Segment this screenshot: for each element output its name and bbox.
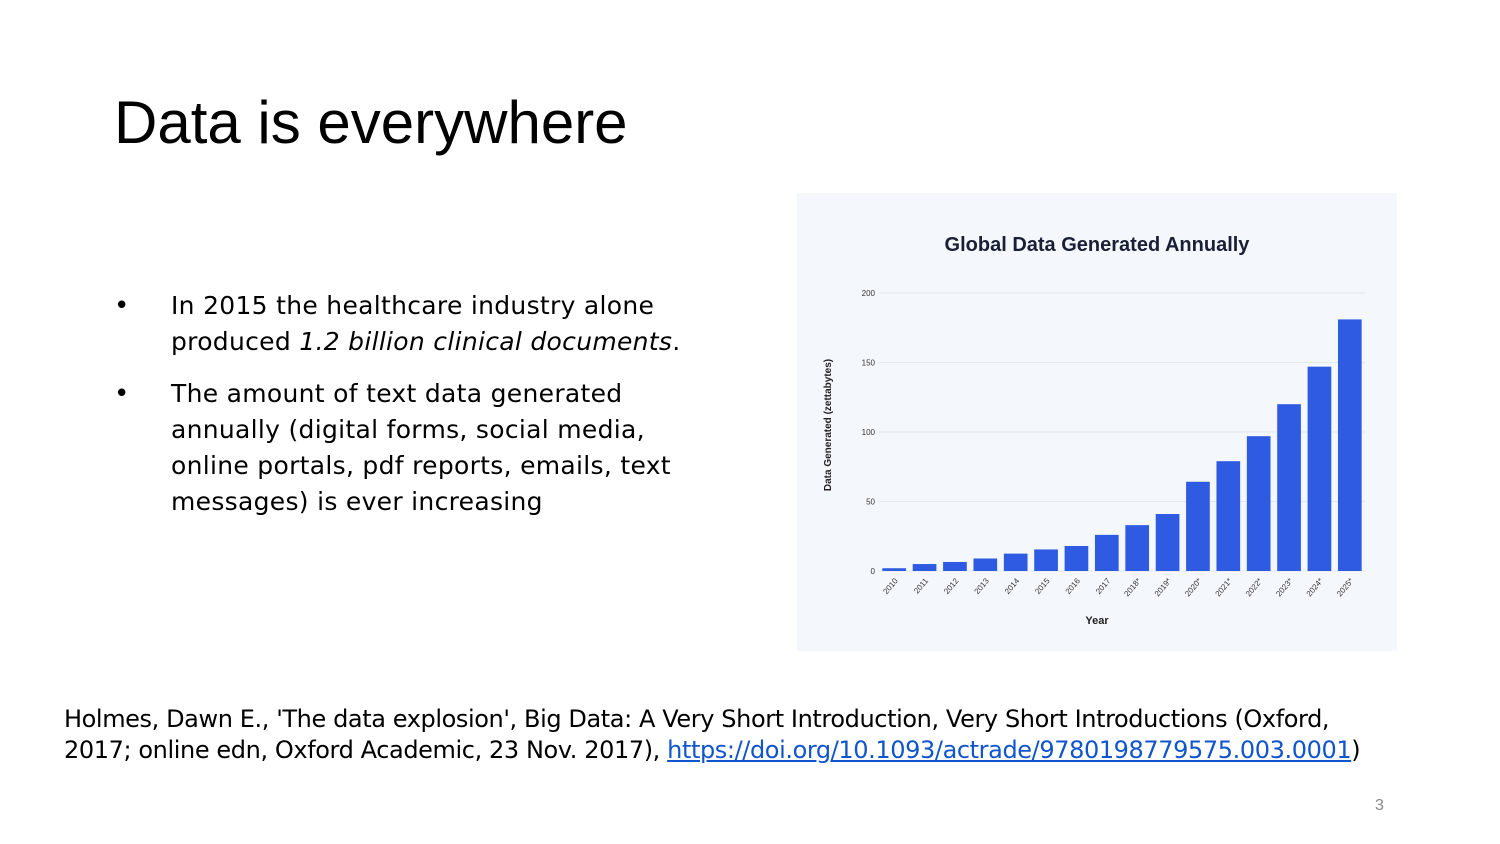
bullet-list: • In 2015 the healthcare industry alone … bbox=[114, 288, 714, 536]
x-tick-label: 2011 bbox=[912, 576, 930, 595]
citation-text: Holmes, Dawn E., 'The data explosion', B… bbox=[64, 705, 1330, 764]
bar-2018 bbox=[1125, 525, 1150, 571]
bar-2021 bbox=[1216, 461, 1241, 571]
citation-closing: ) bbox=[1351, 736, 1361, 764]
bar-2010 bbox=[882, 568, 907, 571]
slide-title: Data is everywhere bbox=[114, 89, 628, 156]
y-tick-label: 0 bbox=[871, 567, 876, 576]
x-tick-label: 2010 bbox=[881, 576, 900, 596]
x-axis-label: Year bbox=[1085, 615, 1109, 627]
y-tick-label: 100 bbox=[862, 428, 876, 437]
bar-2012 bbox=[943, 561, 967, 571]
chart-bars bbox=[882, 319, 1362, 571]
bar-2011 bbox=[912, 564, 937, 571]
x-tick-label: 2019* bbox=[1153, 577, 1173, 599]
bar-2014 bbox=[1003, 553, 1028, 571]
bar-2023 bbox=[1277, 404, 1301, 571]
chart-image: Global Data Generated Annually Data Gene… bbox=[797, 193, 1397, 651]
x-tick-label: 2021* bbox=[1214, 577, 1234, 599]
bullet-dot-icon: • bbox=[114, 379, 130, 409]
bullet-text-end: . bbox=[672, 327, 681, 356]
x-tick-label: 2012 bbox=[942, 576, 961, 596]
x-tick-label: 2020* bbox=[1183, 577, 1203, 599]
y-axis-label: Data Generated (zettabytes) bbox=[823, 359, 834, 491]
x-tick-label: 2024* bbox=[1305, 577, 1325, 599]
y-tick-label: 50 bbox=[866, 498, 875, 507]
x-tick-label: 2025* bbox=[1335, 577, 1355, 599]
bullet-text: In 2015 the healthcare industry alone pr… bbox=[171, 291, 655, 356]
y-tick-label: 150 bbox=[862, 359, 876, 368]
bar-2017 bbox=[1094, 534, 1119, 571]
bullet-item: • In 2015 the healthcare industry alone … bbox=[114, 288, 714, 360]
page-number: 3 bbox=[1375, 797, 1384, 814]
chart-title: Global Data Generated Annually bbox=[945, 234, 1251, 256]
bullet-dot-icon: • bbox=[114, 291, 130, 321]
bar-2013 bbox=[973, 558, 998, 571]
x-tick-label: 2023* bbox=[1274, 577, 1294, 599]
y-tick-labels: 0 50 100 150 200 bbox=[862, 289, 876, 576]
x-tick-label: 2015 bbox=[1033, 576, 1052, 596]
x-tick-label: 2013 bbox=[973, 576, 992, 596]
bullet-emphasis: 1.2 billion clinical documents bbox=[299, 327, 673, 356]
x-tick-label: 2014 bbox=[1003, 576, 1022, 596]
doi-link[interactable]: https://doi.org/10.1093/actrade/97801987… bbox=[667, 736, 1352, 764]
bar-chart: Global Data Generated Annually Data Gene… bbox=[823, 234, 1365, 627]
y-tick-label: 200 bbox=[862, 289, 876, 298]
x-tick-label: 2017 bbox=[1094, 576, 1113, 596]
bar-2020 bbox=[1186, 481, 1210, 571]
citation: Holmes, Dawn E., 'The data explosion', B… bbox=[64, 704, 1394, 766]
bar-2019 bbox=[1155, 514, 1180, 571]
x-tick-label: 2016 bbox=[1064, 576, 1083, 596]
bar-2024 bbox=[1307, 366, 1332, 571]
x-tick-label: 2018* bbox=[1122, 577, 1142, 599]
bar-2016 bbox=[1064, 545, 1089, 571]
bar-2022 bbox=[1246, 436, 1271, 571]
bullet-text: The amount of text data generated annual… bbox=[171, 379, 671, 516]
bullet-item: • The amount of text data generated annu… bbox=[114, 376, 714, 520]
bar-2015 bbox=[1034, 549, 1058, 571]
x-tick-label: 2022* bbox=[1244, 577, 1264, 599]
x-tick-labels: 2010 2011 2012 2013 2014 2015 2016 2017 2018* 201… bbox=[881, 576, 1355, 598]
bar-2025 bbox=[1337, 319, 1362, 571]
